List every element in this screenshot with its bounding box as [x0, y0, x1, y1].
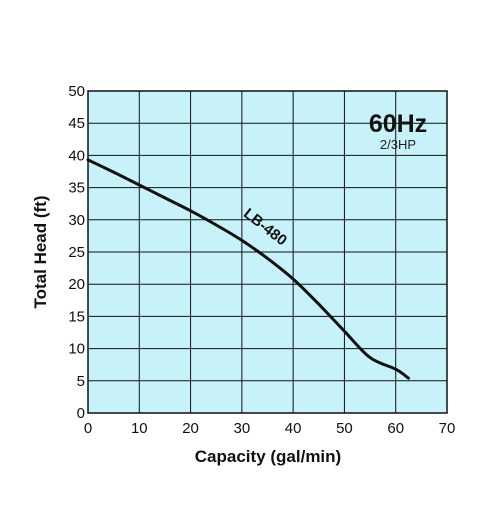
x-tick-label: 50 [336, 420, 353, 437]
y-tick-label: 10 [68, 341, 85, 358]
y-tick-label: 15 [68, 308, 85, 325]
y-tick-label: 0 [77, 405, 85, 422]
y-tick-label: 35 [68, 180, 85, 197]
frequency-label: 60Hz [369, 110, 427, 138]
y-tick-label: 50 [68, 83, 85, 100]
y-tick-label: 20 [68, 276, 85, 293]
x-tick-label: 20 [182, 420, 199, 437]
x-tick-label: 40 [285, 420, 302, 437]
y-tick-label: 45 [68, 115, 85, 132]
y-tick-label: 5 [77, 373, 85, 390]
x-tick-label: 70 [439, 420, 456, 437]
y-tick-label: 40 [68, 147, 85, 164]
y-axis-title: Total Head (ft) [31, 195, 50, 308]
x-tick-label: 60 [387, 420, 404, 437]
x-tick-label: 10 [131, 420, 148, 437]
y-tick-label: 30 [68, 212, 85, 229]
power-label: 2/3HP [380, 137, 416, 152]
x-tick-label: 0 [84, 420, 92, 437]
series-line-lb-480 [86, 158, 410, 380]
x-tick-label: 30 [234, 420, 251, 437]
y-tick-label: 25 [68, 244, 85, 261]
x-axis-title: Capacity (gal/min) [195, 447, 341, 466]
grid-lines [87, 90, 448, 414]
tick-labels: 0 10 20 30 40 50 60 70 0 5 10 15 20 25 30 35 40 45 50 [68, 83, 455, 437]
